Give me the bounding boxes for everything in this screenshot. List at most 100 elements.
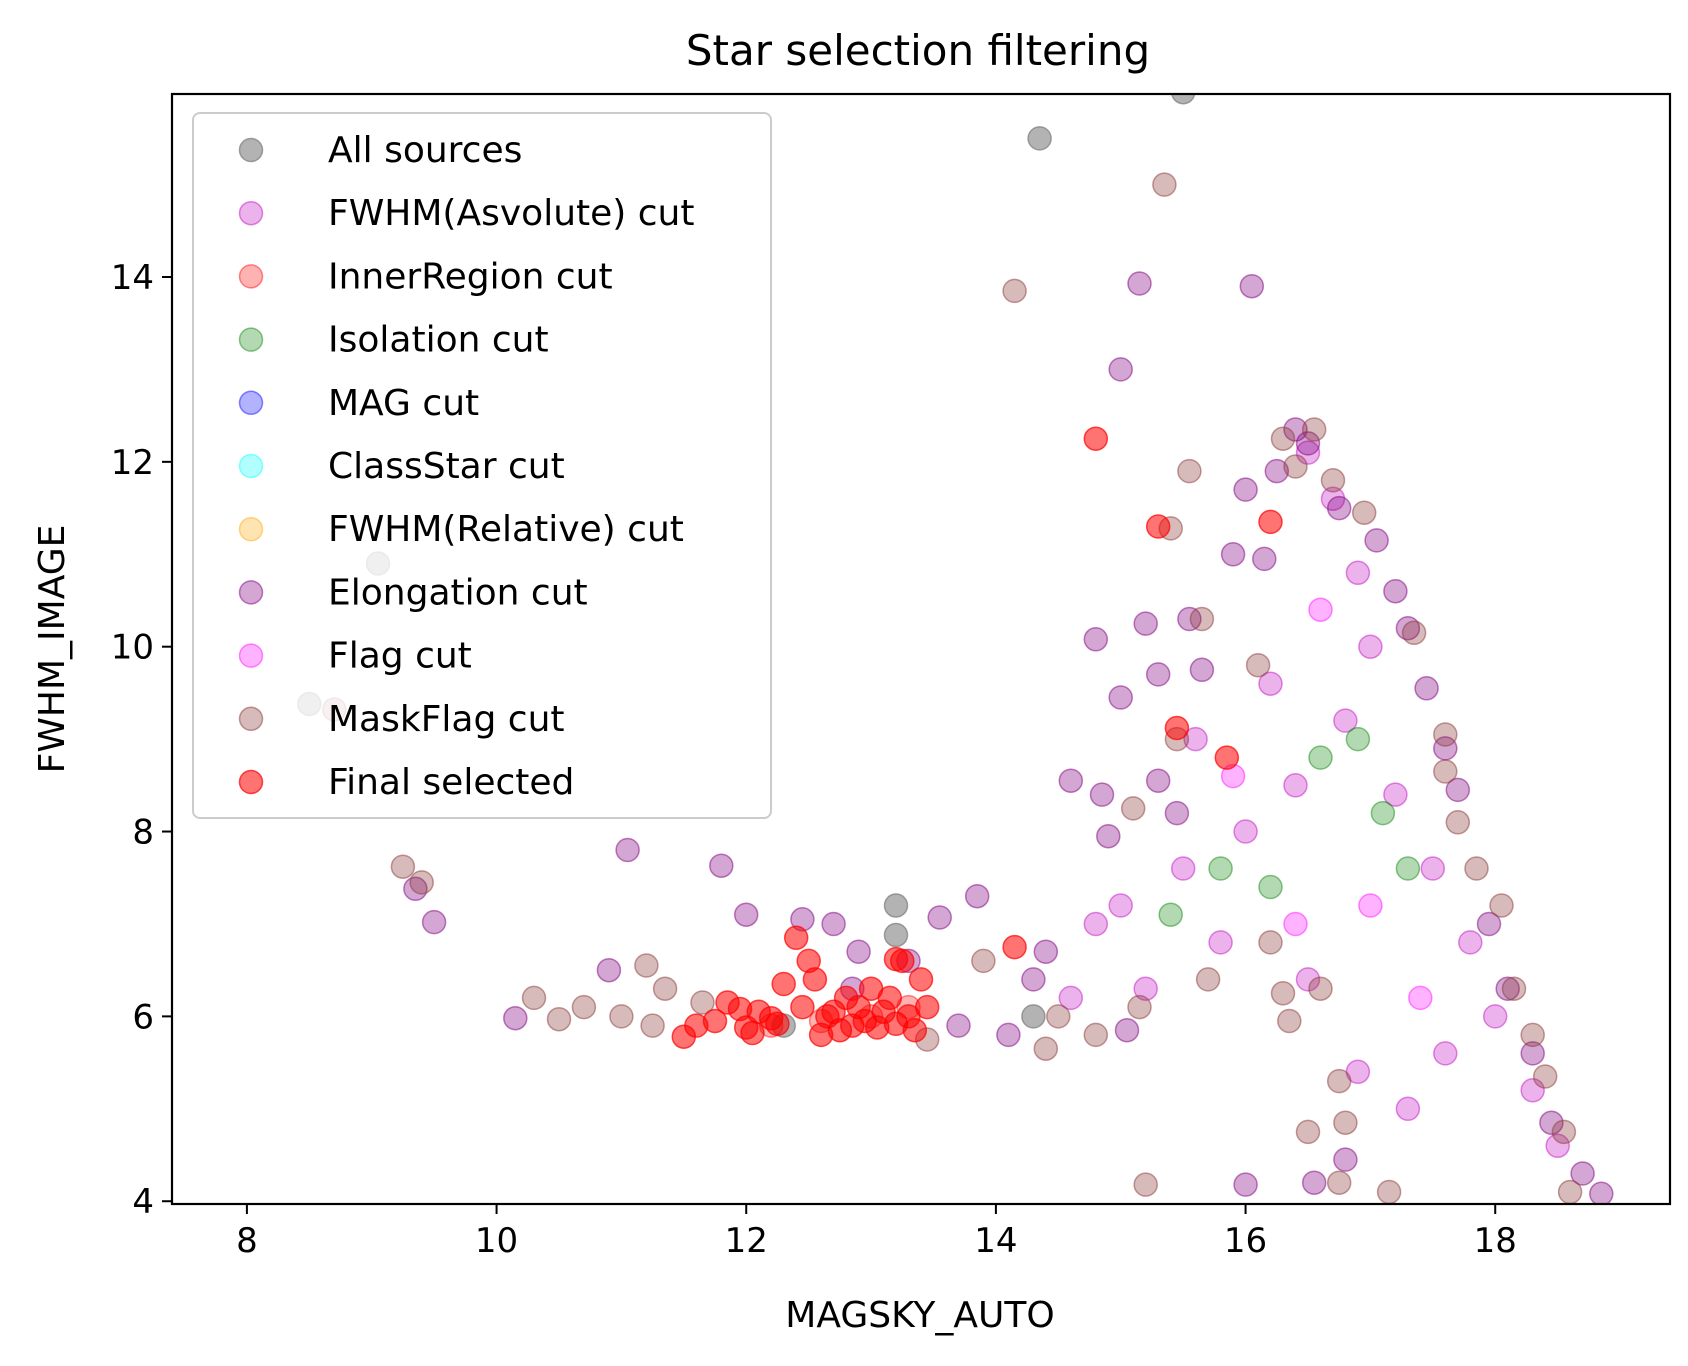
data-point: [521, 985, 547, 1011]
series-maskflag-cut: [322, 172, 1583, 1204]
legend-label: Flag cut: [328, 636, 472, 677]
data-point: [1270, 426, 1296, 451]
data-point: [1083, 426, 1109, 451]
data-point: [1002, 278, 1027, 304]
data-point: [1308, 597, 1333, 622]
data-point: [727, 996, 753, 1022]
data-point: [1002, 934, 1027, 960]
x-tick-label: 8: [236, 1221, 258, 1261]
data-point: [1158, 902, 1183, 927]
data-point: [1021, 967, 1046, 992]
data-point: [1083, 911, 1109, 937]
data-point: [1277, 1008, 1302, 1034]
legend-label: Isolation cut: [328, 320, 549, 361]
legend-label: All sources: [328, 130, 522, 171]
legend-label: ClassStar cut: [328, 446, 565, 487]
legend-label: FWHM(Relative) cut: [328, 509, 684, 550]
data-point: [758, 1005, 784, 1031]
y-tick-label: 4: [132, 1182, 154, 1222]
legend-entry-all-sources: All sources: [238, 130, 522, 171]
x-tick-label: 12: [725, 1221, 768, 1261]
data-point: [1420, 856, 1446, 881]
legend-marker: [238, 264, 264, 289]
data-point: [1220, 542, 1246, 567]
data-point: [1326, 1068, 1352, 1094]
data-point: [1233, 1172, 1258, 1197]
x-tick-label: 14: [974, 1221, 1017, 1261]
legend-marker: [238, 643, 264, 668]
data-point: [1083, 1022, 1109, 1048]
x-axis-label: MAGSKY_AUTO: [785, 1295, 1054, 1336]
data-point: [1171, 94, 1196, 105]
data-point: [1383, 782, 1408, 807]
legend-entry-final-selected: Final selected: [238, 762, 574, 803]
data-point: [1295, 431, 1321, 456]
legend-label: InnerRegion cut: [328, 256, 613, 297]
data-point: [1183, 726, 1208, 752]
data-point: [1108, 685, 1133, 710]
data-point: [1283, 773, 1308, 798]
data-point: [1333, 1147, 1358, 1172]
data-point: [409, 870, 434, 895]
data-point: [1208, 930, 1233, 955]
legend-marker: [238, 327, 264, 352]
data-point: [1376, 1179, 1402, 1204]
data-point: [1476, 911, 1502, 937]
data-point: [1308, 745, 1333, 770]
data-point: [1358, 634, 1383, 659]
data-point: [1395, 856, 1421, 881]
x-tick-label: 18: [1474, 1221, 1517, 1261]
data-point: [1133, 1172, 1158, 1197]
data-point: [740, 1020, 765, 1046]
series-fwhm-asvolute-cut: [1058, 440, 1570, 1159]
data-point: [1033, 939, 1059, 964]
data-point: [1270, 981, 1296, 1006]
data-point: [1551, 1119, 1577, 1145]
series-isolation-cut: [1158, 726, 1421, 927]
data-point: [1520, 1078, 1545, 1103]
data-point: [1520, 1022, 1545, 1048]
data-point: [883, 946, 909, 972]
data-point: [1320, 468, 1346, 493]
data-point: [1258, 671, 1283, 696]
data-point: [503, 1005, 528, 1031]
data-point: [1127, 271, 1152, 296]
data-point: [1133, 611, 1158, 636]
data-point: [1295, 440, 1321, 465]
data-point: [790, 994, 815, 1020]
y-tick-label: 12: [111, 443, 154, 483]
legend-frame: [192, 112, 772, 819]
y-tick-label: 10: [111, 628, 154, 668]
data-point: [1364, 528, 1389, 553]
data-point: [609, 1004, 634, 1029]
data-point: [1532, 1064, 1558, 1089]
data-point: [733, 902, 759, 927]
data-point: [1445, 777, 1471, 803]
legend-marker: [238, 706, 264, 732]
data-point: [783, 925, 809, 951]
legend-entry-maskflag-cut: MaskFlag cut: [238, 699, 565, 740]
points-layer: [297, 94, 1614, 1204]
data-point: [1370, 800, 1396, 826]
legend-entry-mag-cut: MAG cut: [238, 383, 479, 424]
data-point: [615, 837, 640, 863]
data-point: [1264, 458, 1290, 484]
data-point: [1295, 1119, 1321, 1145]
y-tick-label: 8: [132, 813, 154, 853]
legend-marker: [238, 137, 264, 163]
data-point: [1245, 652, 1271, 678]
data-point: [1058, 985, 1084, 1011]
data-point: [1114, 1017, 1140, 1043]
data-point: [964, 883, 990, 909]
data-point: [1233, 819, 1258, 844]
data-point: [1089, 782, 1115, 807]
y-tick-label: 6: [132, 997, 154, 1037]
data-point: [883, 893, 909, 918]
data-point: [1252, 546, 1277, 572]
data-point: [1145, 662, 1171, 687]
data-point: [421, 909, 447, 935]
data-point: [1408, 985, 1433, 1011]
legend-entry-fwhm-asvolute-cut: FWHM(Asvolute) cut: [238, 193, 695, 234]
data-point: [971, 948, 996, 974]
